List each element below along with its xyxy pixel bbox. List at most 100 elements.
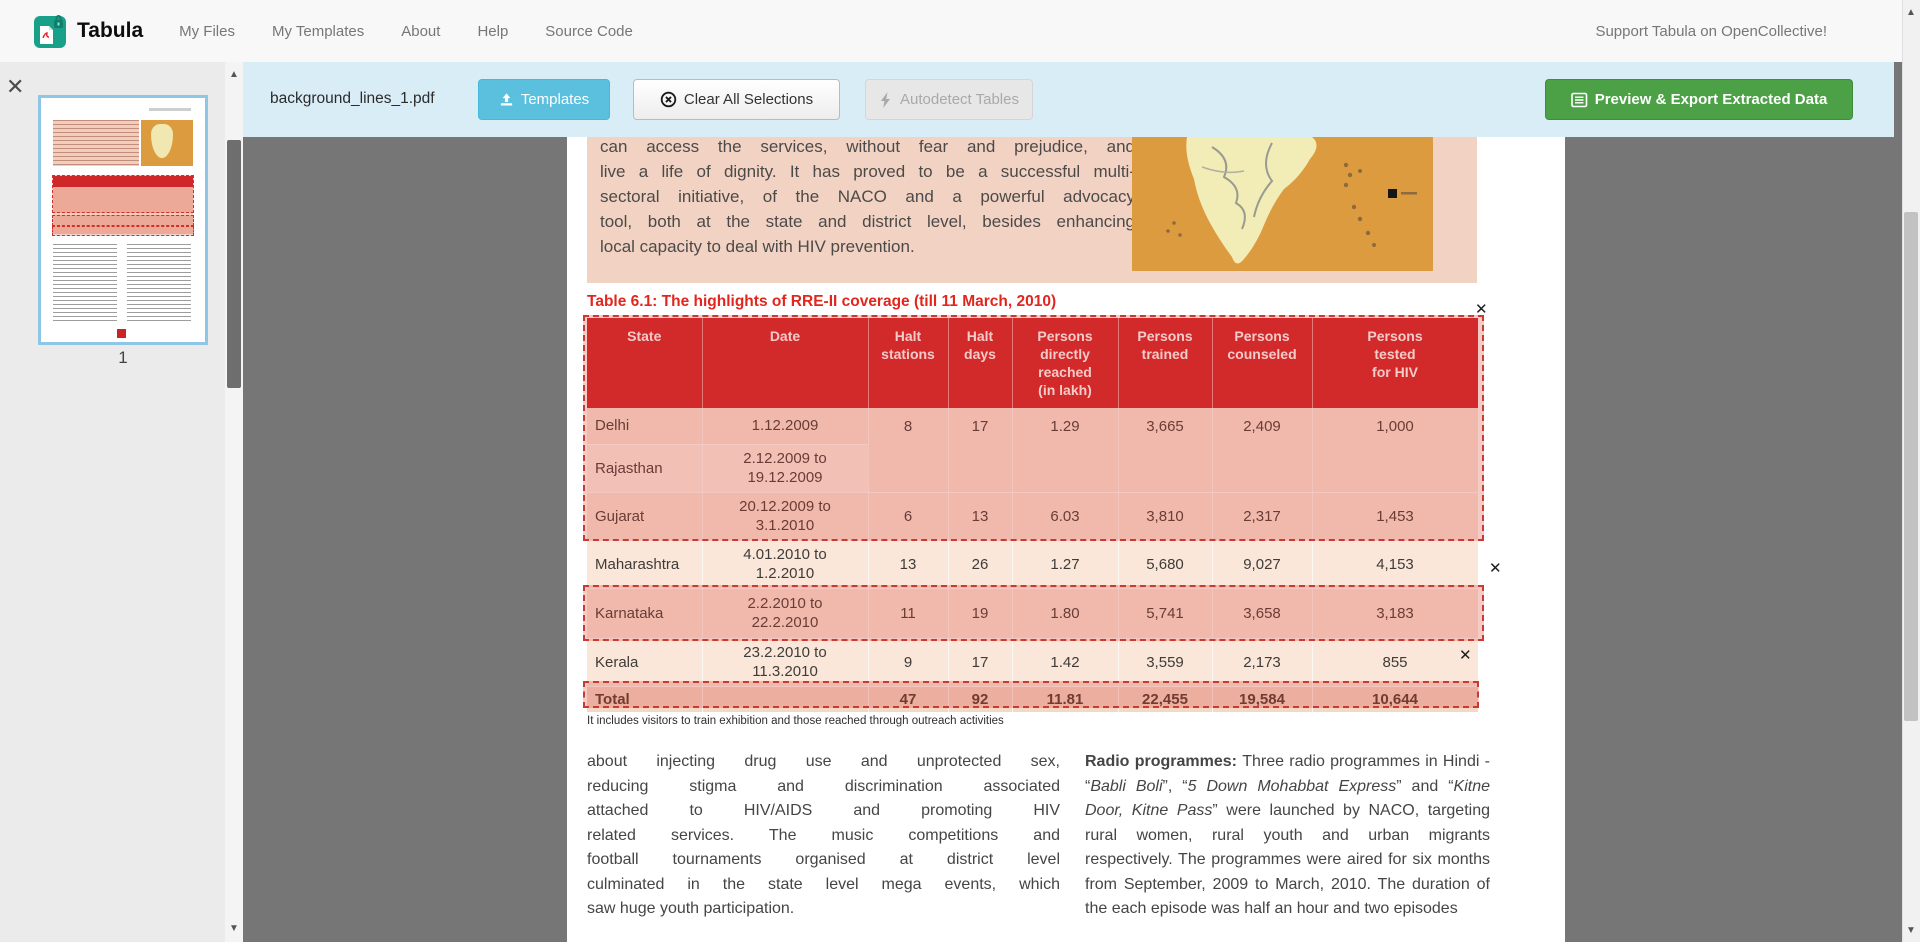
- body-text-segment: Radio programmes:: [1085, 753, 1243, 770]
- table-cell: 1.42: [1012, 638, 1119, 687]
- table-cell: 9: [868, 638, 949, 687]
- table-header-cell: Persons tested for HIV: [1312, 318, 1479, 408]
- table-cell: 1,000: [1312, 408, 1479, 493]
- nav-item-help[interactable]: Help: [477, 22, 509, 40]
- intro-line: can access the services, without fear an…: [600, 137, 1135, 156]
- clear-label: Clear All Selections: [683, 91, 814, 108]
- table-cell: 1.29: [1012, 408, 1119, 493]
- templates-icon: [500, 93, 512, 106]
- body-text-segment: 5 Down Mohabbat Express: [1187, 777, 1397, 795]
- table-title: Table 6.1: The highlights of RRE-II cove…: [587, 293, 1057, 310]
- templates-button[interactable]: Templates: [478, 79, 610, 120]
- export-table-icon: [1570, 92, 1588, 107]
- main-scroll-up-icon[interactable]: ▲: [1906, 7, 1916, 18]
- nav-item-my-files[interactable]: My Files: [179, 22, 235, 40]
- page-number: 1: [118, 348, 128, 367]
- nav-links: My Files My Templates About Help Source Code: [179, 23, 633, 40]
- table-cell: 10,644: [1312, 686, 1479, 713]
- pdf-page[interactable]: can access the services, without fear an…: [567, 137, 1565, 942]
- table-cell: 20.12.2009 to 3.1.2010: [702, 492, 869, 541]
- table-cell: 17: [948, 638, 1013, 687]
- body-text-line: reducing stigma and discrimination assoc…: [587, 777, 1060, 795]
- nav-item-my-templates[interactable]: My Templates: [271, 22, 365, 40]
- table-cell: 9,027: [1212, 540, 1313, 589]
- table-header-cell: Persons counseled: [1212, 318, 1313, 408]
- table-cell: 1.80: [1012, 588, 1119, 639]
- table-row: Maharashtra 4.01.2010 to 1.2.2010 13 26 1.27…: [587, 540, 1479, 589]
- nav-item-source-code[interactable]: Source Code: [545, 22, 633, 40]
- table-cell: 6: [868, 492, 949, 541]
- table-row: Rajasthan 2.12.2009 to 19.12.2009: [587, 444, 1478, 493]
- table-cell: 19: [948, 588, 1013, 639]
- table-row: Kerala 23.2.2010 to 11.3.2010 9 17 1.42 3,559…: [587, 638, 1479, 687]
- table-row: Delhi 1.12.2009 8 17 1.29 3,665 2,409 1,000: [587, 408, 1479, 493]
- mini-text-right: [127, 244, 191, 324]
- page-thumbnail[interactable]: [38, 95, 208, 345]
- preview-export-button[interactable]: Preview & Export Extracted Data: [1545, 79, 1853, 120]
- mini-table-block: [52, 175, 194, 236]
- body-text-segment: ”, “: [1162, 777, 1188, 795]
- selection-region-2[interactable]: [583, 585, 1484, 641]
- table-cell: 4.01.2010 to 1.2.2010: [702, 540, 869, 589]
- body-text-line: about injecting drug use and unprotected…: [587, 753, 1060, 770]
- table-cell: 1.12.2009: [702, 408, 869, 445]
- autodetect-label: Autodetect Tables: [900, 91, 1019, 108]
- body-text-line: saw huge youth participation.: [587, 900, 795, 917]
- table-row: Karnataka 2.2.2010 to 22.2.2010 11 19 1.80 5,…: [587, 588, 1479, 639]
- sidebar-scrollbar-thumb[interactable]: [227, 140, 241, 388]
- body-text-segment: Three radio programmes in Hindi - “: [1085, 753, 1490, 795]
- body-text-segment: Kitne Door, Kitne Pass: [1085, 777, 1491, 820]
- toolbar: background_lines_1.pdf Templates Clear A…: [243, 62, 1894, 137]
- autodetect-tables-button[interactable]: Autodetect Tables: [865, 79, 1033, 120]
- sidebar-scroll-down-icon[interactable]: ▼: [229, 923, 239, 934]
- table-cell: 23.2.2010 to 11.3.2010: [702, 638, 869, 687]
- brand-name[interactable]: Tabula: [77, 19, 144, 42]
- selection-region-1[interactable]: [583, 315, 1484, 541]
- remove-page-icon[interactable]: ✕: [6, 74, 25, 99]
- selection-2-close-icon[interactable]: ✕: [1489, 560, 1502, 577]
- body-text-line: football tournaments organised at distri…: [587, 851, 1060, 868]
- intro-line: tool, both at the state and district lev…: [600, 212, 1135, 231]
- export-label: Preview & Export Extracted Data: [1594, 91, 1828, 108]
- table-cell: 13: [948, 492, 1013, 541]
- selection-3-close-icon[interactable]: ✕: [1459, 647, 1472, 664]
- navbar: Tabula My Files My Templates About Help Sour…: [0, 0, 1902, 63]
- table-cell: Kerala: [587, 638, 703, 687]
- table-cell: 8: [868, 408, 949, 493]
- table-cell: 2.12.2009 to 19.12.2009: [702, 444, 869, 493]
- table-cell: 1.27: [1012, 540, 1119, 589]
- clear-all-selections-button[interactable]: Clear All Selections: [633, 79, 840, 120]
- intro-line: local capacity to deal with HIV preventi…: [600, 237, 915, 256]
- table-cell: 3,665: [1118, 408, 1213, 493]
- body-text-segment: ” were launched by NACO, targeting rural…: [1085, 802, 1491, 917]
- mini-intro-block: [53, 120, 139, 166]
- mini-page-mark: [117, 329, 126, 338]
- table-header-cell: Persons trained: [1118, 318, 1213, 408]
- body-text-segment: ” and “: [1396, 777, 1454, 795]
- support-link[interactable]: Support Tabula on OpenCollective!: [1595, 22, 1827, 40]
- templates-label: Templates: [520, 91, 590, 108]
- table-cell: 4,153: [1312, 540, 1479, 589]
- table-footnote: It includes visitors to train exhibition…: [587, 715, 1004, 727]
- sidebar-scroll-up-icon[interactable]: ▲: [229, 69, 239, 80]
- main-scrollbar-thumb[interactable]: [1904, 212, 1918, 721]
- nav-item-about[interactable]: About: [401, 22, 441, 40]
- mini-text-left: [53, 244, 117, 324]
- selection-1-close-icon[interactable]: ✕: [1475, 301, 1488, 318]
- table-cell: 5,680: [1118, 540, 1213, 589]
- bolt-icon: [881, 91, 890, 108]
- table-header-cell: Halt days: [948, 318, 1013, 408]
- body-text-line: culminated in the state level mega event…: [587, 875, 1060, 893]
- main-scroll-down-icon[interactable]: ▼: [1906, 925, 1916, 936]
- intro-line: sectoral initiative, of the NACO and a p…: [600, 187, 1135, 206]
- mini-map-block: [141, 120, 193, 166]
- document-filename: background_lines_1.pdf: [270, 90, 435, 107]
- table-cell: Rajasthan: [587, 444, 703, 493]
- table-cell: 2,173: [1212, 638, 1313, 687]
- table-cell: 13: [868, 540, 949, 589]
- selection-region-3[interactable]: [583, 681, 1479, 708]
- body-text-segment: Babli Boli: [1090, 777, 1163, 795]
- table-cell: Karnataka: [587, 588, 703, 639]
- table-cell: Maharashtra: [587, 540, 703, 589]
- intro-line: live a life of dignity. It has proved to…: [600, 162, 1135, 181]
